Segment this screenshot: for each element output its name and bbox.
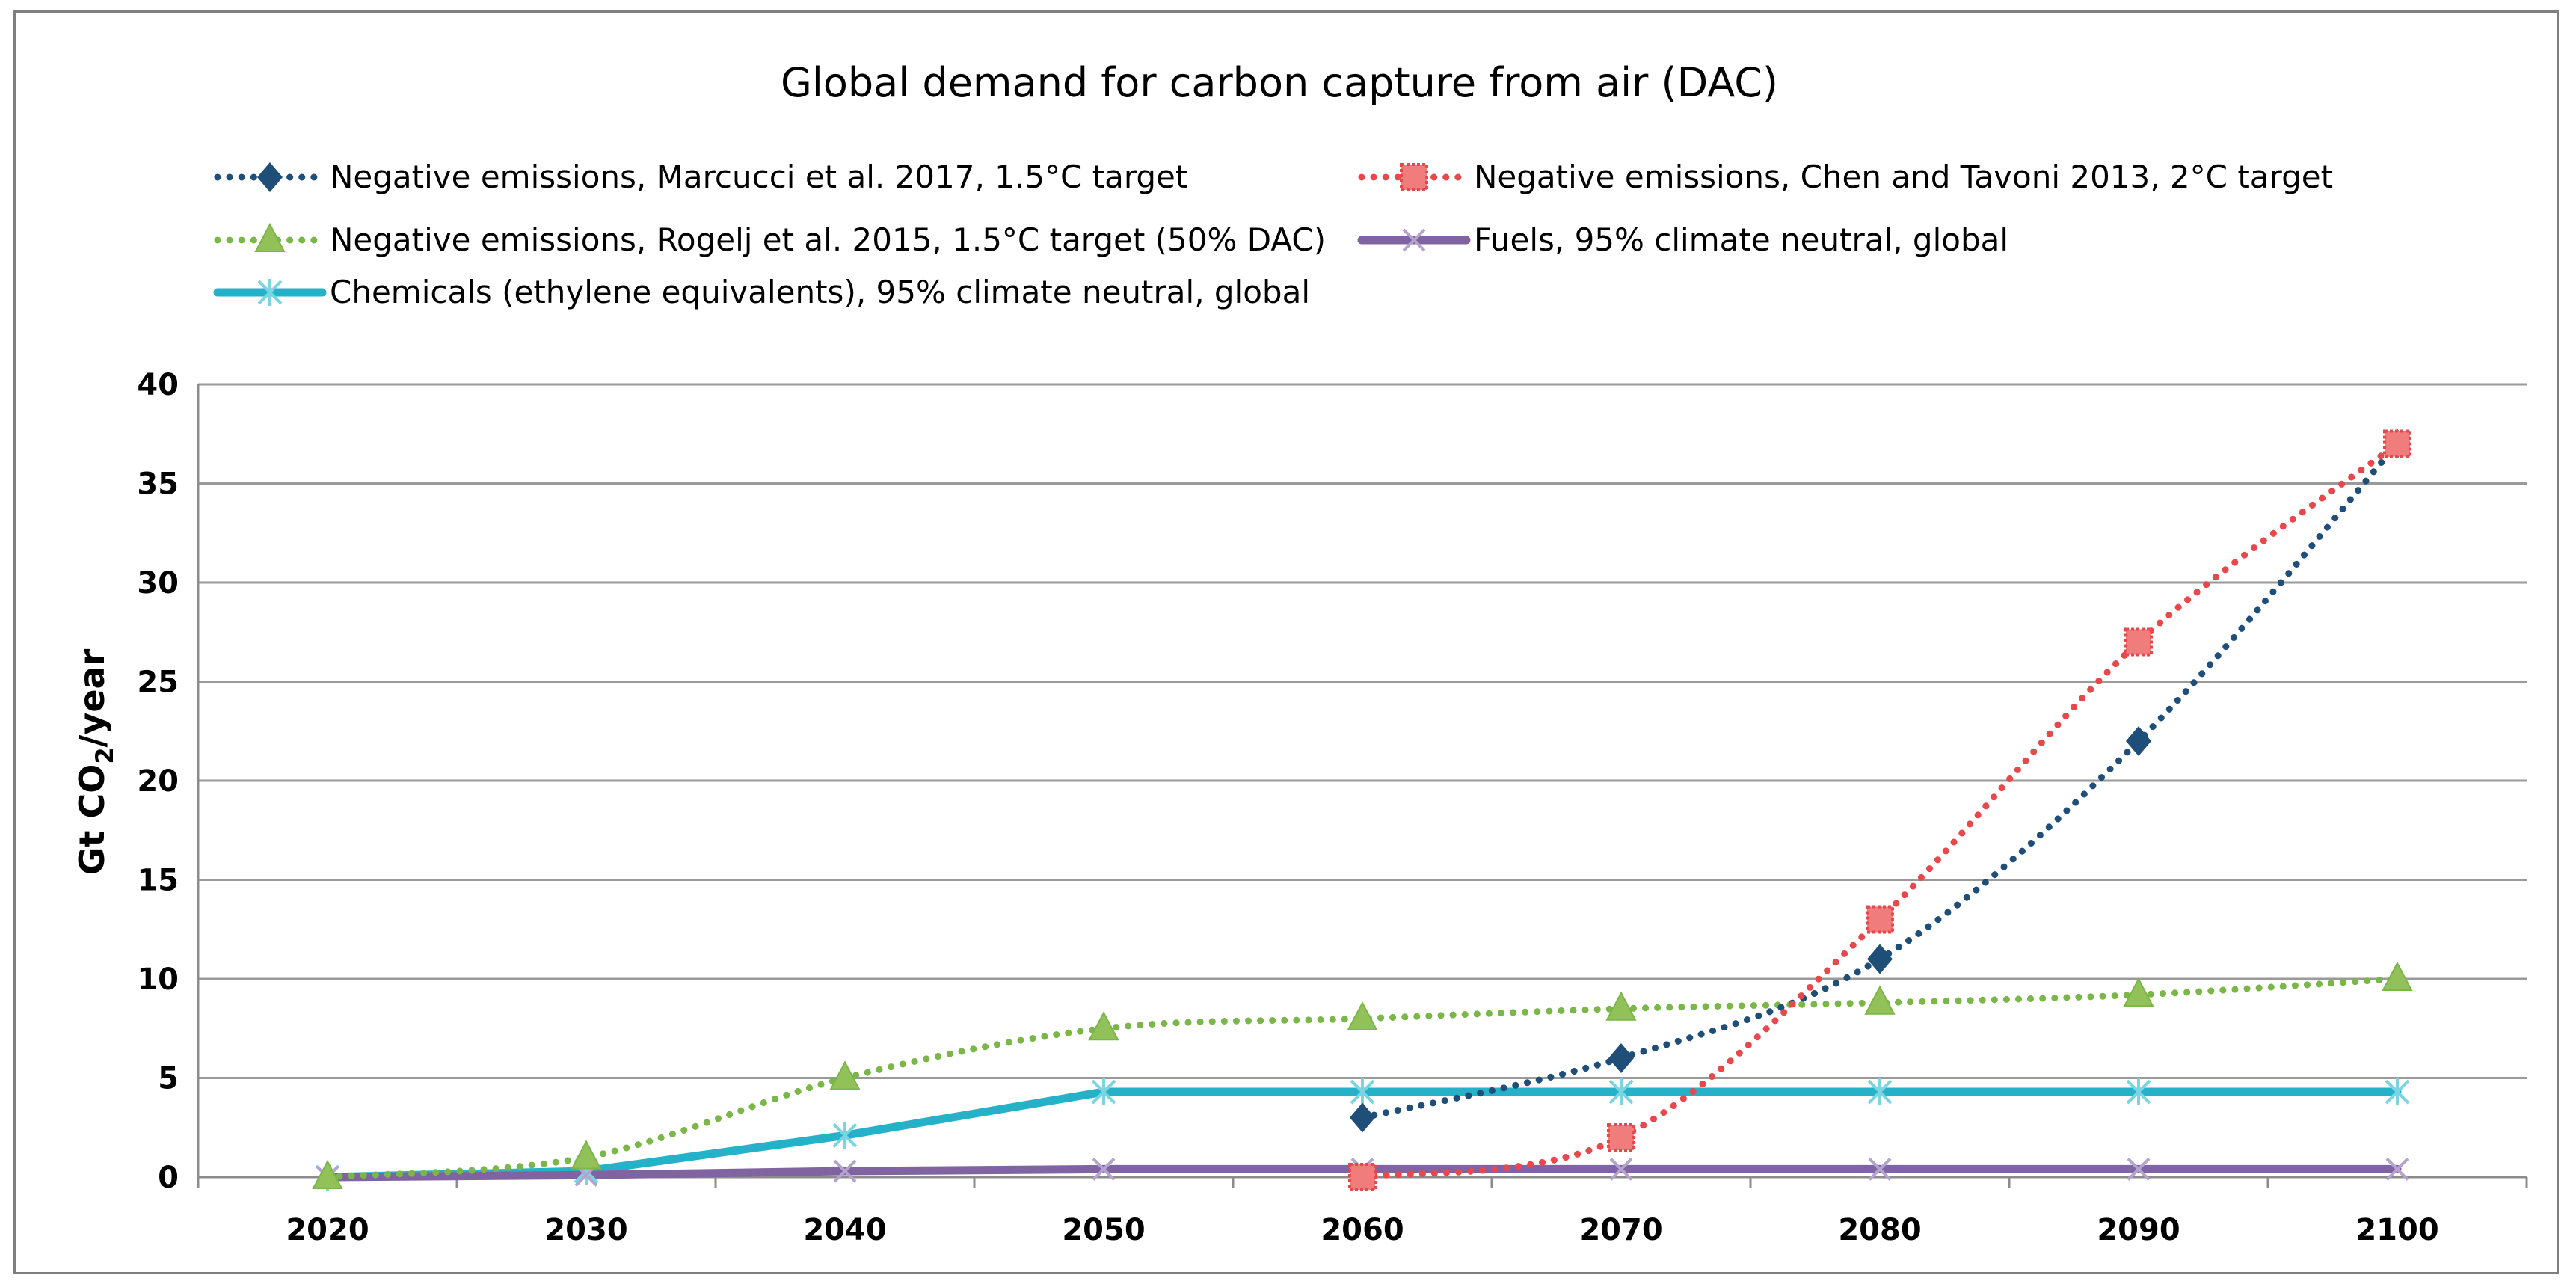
- data-point-diamond: [2126, 726, 2151, 756]
- y-tick-label: 35: [137, 467, 179, 502]
- data-point-triangle: [254, 222, 286, 252]
- y-tick-label: 25: [137, 666, 179, 700]
- x-tick-labels: 2020 2030 2040 2050 2060 2070 2080 2090 2100: [286, 1213, 2438, 1247]
- data-point-x: [2127, 1157, 2151, 1181]
- x-tick-label: 2020: [286, 1213, 369, 1247]
- data-point-triangle: [2382, 961, 2413, 991]
- data-point-asterisk: [832, 1122, 858, 1149]
- x-tick-label: 2100: [2355, 1213, 2438, 1247]
- legend-item: Negative emissions, Rogelj et al. 2015, …: [214, 221, 1326, 258]
- data-point-triangle: [1864, 985, 1896, 1015]
- legend-label: Negative emissions, Chen and Tavoni 2013…: [1474, 159, 2333, 195]
- data-point-diamond: [1350, 1102, 1375, 1133]
- data-point-x: [1092, 1157, 1116, 1181]
- series-lines: [323, 440, 2402, 1182]
- data-point-triangle: [1347, 1001, 1378, 1030]
- data-point-square: [2383, 429, 2411, 458]
- data-point-asterisk: [257, 279, 283, 306]
- legend-label: Fuels, 95% climate neutral, global: [1474, 221, 2008, 258]
- data-point-asterisk: [2126, 1078, 2151, 1106]
- data-point-x: [833, 1159, 857, 1183]
- data-point-diamond: [1608, 1043, 1634, 1073]
- data-point-triangle: [2123, 977, 2154, 1007]
- x-tick-label: 2080: [1838, 1213, 1921, 1247]
- x-tick-label: 2050: [1062, 1213, 1145, 1247]
- series-line-1: [1359, 440, 2401, 1121]
- data-point-asterisk: [1091, 1078, 1116, 1106]
- data-point-square: [1348, 1163, 1377, 1191]
- data-point-x: [2385, 1157, 2409, 1181]
- data-point-diamond: [1867, 944, 1893, 974]
- chart-title: Global demand for carbon capture from ai…: [781, 59, 1778, 106]
- series-line-2: [1359, 440, 2401, 1181]
- legend-item: Negative emissions, Marcucci et al. 2017…: [214, 159, 1187, 195]
- chart-svg: Global demand for carbon capture from ai…: [72, 59, 2528, 1247]
- y-tick-label: 40: [137, 368, 179, 402]
- data-point-triangle: [312, 1159, 343, 1189]
- x-tick-label: 2030: [544, 1213, 627, 1247]
- x-tick-label: 2090: [2097, 1213, 2180, 1247]
- gridlines: [197, 383, 2528, 1188]
- legend-item: Negative emissions, Chen and Tavoni 2013…: [1358, 159, 2333, 195]
- series-markers: [312, 429, 2413, 1191]
- data-point-triangle: [1088, 1011, 1119, 1041]
- x-tick-label: 2070: [1579, 1213, 1662, 1247]
- y-tick-label: 10: [137, 962, 179, 997]
- y-tick-label: 5: [158, 1062, 179, 1096]
- legend-label: Negative emissions, Rogelj et al. 2015, …: [330, 221, 1326, 258]
- data-point-triangle: [829, 1060, 861, 1090]
- chart-frame: Global demand for carbon capture from ai…: [13, 10, 2559, 1274]
- legend-item: Chemicals (ethylene equivalents), 95% cl…: [213, 274, 1310, 310]
- data-point-triangle: [1605, 991, 1637, 1021]
- y-tick-label: 0: [158, 1161, 179, 1195]
- y-tick-label: 15: [137, 864, 179, 898]
- y-tick-label: 30: [137, 566, 179, 601]
- data-point-x: [1868, 1157, 1892, 1181]
- y-tick-label: 20: [137, 764, 179, 799]
- data-point-triangle: [571, 1140, 602, 1170]
- data-point-asterisk: [2385, 1078, 2410, 1106]
- x-tick-label: 2040: [803, 1213, 886, 1247]
- data-point-asterisk: [1608, 1078, 1634, 1106]
- data-point-square: [1400, 163, 1428, 191]
- series-line-3: [324, 975, 2401, 1181]
- legend-label: Negative emissions, Marcucci et al. 2017…: [330, 159, 1187, 195]
- data-point-diamond: [257, 162, 283, 192]
- data-point-asterisk: [1350, 1078, 1375, 1106]
- legend: Negative emissions, Marcucci et al. 2017…: [213, 159, 2333, 310]
- x-tick-label: 2060: [1321, 1213, 1404, 1247]
- y-axis-title: Gt CO2/year: [72, 648, 119, 875]
- data-point-square: [2124, 627, 2153, 657]
- legend-label: Chemicals (ethylene equivalents), 95% cl…: [330, 274, 1310, 310]
- data-point-square: [1866, 905, 1894, 934]
- data-point-x: [1402, 228, 1426, 252]
- y-tick-labels: 0 5 10 15 20 25 30 35 40: [137, 368, 179, 1195]
- data-point-asterisk: [1867, 1078, 1893, 1106]
- legend-item: Fuels, 95% climate neutral, global: [1357, 221, 2008, 258]
- data-point-x: [1609, 1157, 1633, 1181]
- data-point-square: [1607, 1123, 1635, 1152]
